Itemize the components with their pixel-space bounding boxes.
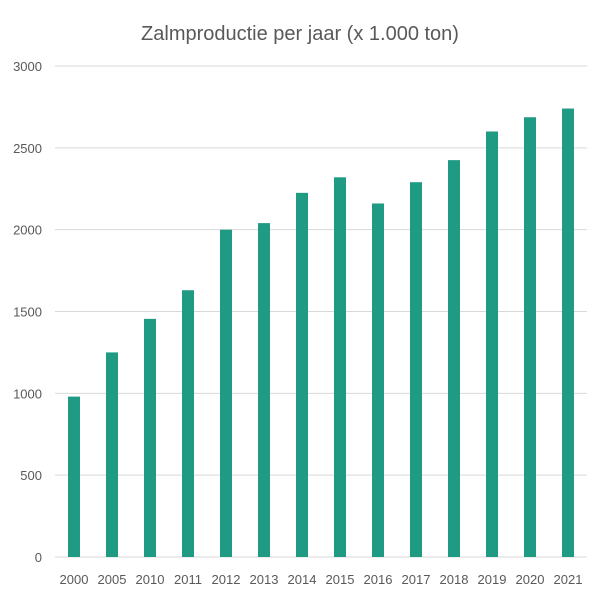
x-tick-label: 2017 — [402, 572, 431, 587]
bar-2020 — [524, 117, 536, 558]
y-tick-label: 0 — [35, 550, 42, 565]
x-tick-label: 2018 — [440, 572, 469, 587]
x-tick-label: 2011 — [174, 572, 202, 587]
x-tick-label: 2015 — [326, 572, 355, 587]
x-tick-label: 2005 — [98, 572, 127, 587]
y-tick-label: 500 — [20, 468, 42, 483]
bar-2011 — [182, 290, 194, 557]
x-tick-label: 2016 — [364, 572, 393, 587]
x-tick-label: 2012 — [212, 572, 241, 587]
y-tick-label: 2500 — [13, 141, 42, 156]
x-tick-label: 2000 — [60, 572, 89, 587]
bar-2021 — [562, 108, 574, 557]
x-tick-label: 2019 — [478, 572, 507, 587]
y-tick-label: 2000 — [13, 223, 42, 238]
x-axis-ticks: 2000 2005 2010 2011 2012 2013 2014 2015 2016 2017… — [60, 572, 583, 587]
x-tick-label: 2010 — [136, 572, 165, 587]
bars — [68, 108, 574, 558]
bar-2018 — [448, 160, 460, 557]
bar-2012 — [220, 229, 232, 557]
bar-2017 — [410, 182, 422, 557]
bar-2014 — [296, 192, 308, 557]
bar-2010 — [144, 318, 156, 557]
y-axis-ticks: 0 500 1000 1500 2000 2500 3000 — [13, 59, 42, 565]
bar-2005 — [106, 352, 118, 557]
bar-2000 — [68, 396, 80, 557]
x-tick-label: 2013 — [250, 572, 279, 587]
x-tick-label: 2021 — [554, 572, 583, 587]
bar-2019 — [486, 131, 498, 557]
gridlines — [55, 65, 587, 558]
y-tick-label: 3000 — [13, 59, 42, 74]
x-tick-label: 2014 — [288, 572, 317, 587]
y-tick-label: 1500 — [13, 305, 42, 320]
bar-2013 — [258, 223, 270, 557]
x-tick-label: 2020 — [516, 572, 545, 587]
chart-title: Zalmproductie per jaar (x 1.000 ton) — [141, 23, 459, 45]
bar-2016 — [372, 203, 384, 558]
y-tick-label: 1000 — [13, 386, 42, 401]
bar-2015 — [334, 177, 346, 557]
